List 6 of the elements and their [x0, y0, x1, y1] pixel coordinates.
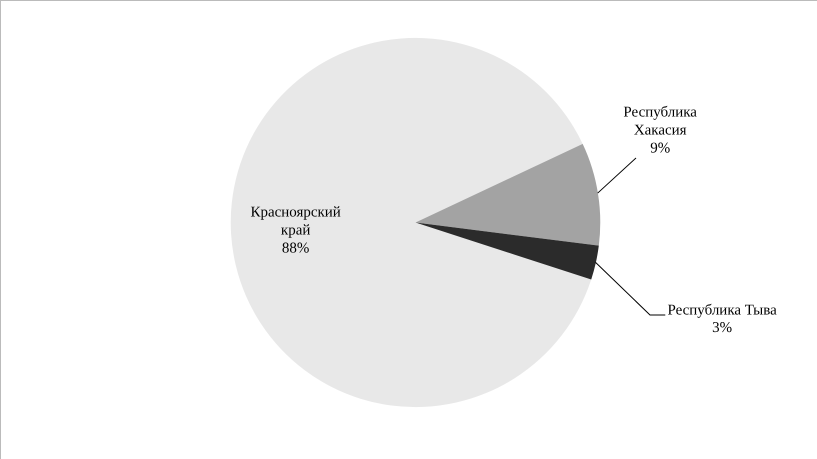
slice-label: Красноярский край	[250, 204, 341, 238]
slice-label: Республика Хакасия	[623, 104, 698, 139]
slice-label: Республика Тыва	[667, 302, 778, 318]
data-label: 9%	[650, 140, 670, 157]
data-label: 3%	[712, 320, 732, 336]
data-label: 88%	[282, 240, 310, 256]
